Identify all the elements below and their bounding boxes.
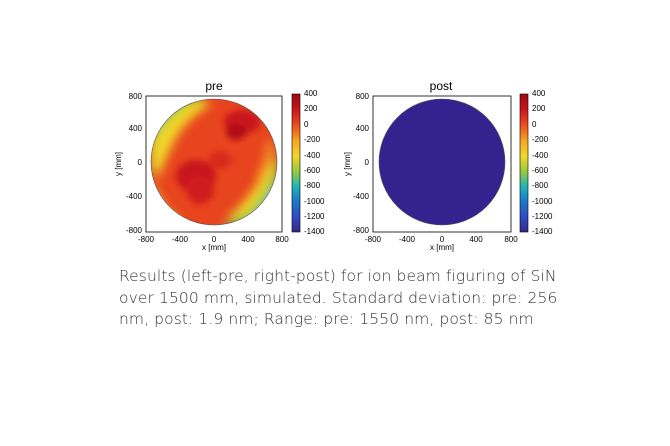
pre-colorbar-tick-label: -800 [304, 181, 321, 190]
post-surface-map [378, 98, 506, 226]
post-colorbar-ticks: 400 200 0 -200 -400 -600 -800 -1000 -120… [532, 89, 553, 236]
pre-surface-map [151, 99, 277, 225]
pre-aperture [150, 98, 278, 226]
pre-colorbar-tick-label: 200 [304, 104, 318, 113]
post-colorbar-tick-label: -800 [532, 181, 549, 190]
post-y-tick-label: 400 [356, 124, 370, 133]
post-x-axis-label: x [mm] [430, 243, 454, 252]
pre-colorbar-tick-label: -400 [304, 151, 321, 160]
post-colorbar-tick-label: 200 [532, 104, 546, 113]
pre-chart-title: pre [205, 79, 223, 93]
post-colorbar-tick-label: 400 [532, 89, 546, 98]
post-y-tick-label: -800 [353, 226, 370, 235]
pre-y-tick-label: 800 [129, 92, 143, 101]
pre-colorbar-tick-label: -600 [304, 166, 321, 175]
post-colorbar-tick-label: -1400 [532, 227, 553, 236]
pre-x-tick-label: -800 [138, 235, 155, 244]
post-colorbar [519, 93, 529, 233]
pre-x-tick-label: 800 [275, 235, 289, 244]
post-colorbar-tick-label: -400 [532, 151, 549, 160]
post-colorbar-tick-label: 0 [532, 120, 537, 129]
pre-x-tick-label: 0 [212, 235, 217, 244]
pre-colorbar-ticks: 400 200 0 -200 -400 -600 -800 -1000 -120… [304, 89, 325, 236]
post-colorbar-tick-label: -1200 [532, 212, 553, 221]
pre-y-axis: 800 400 0 -400 -800 [126, 92, 143, 235]
post-x-tick-label: 400 [469, 235, 483, 244]
post-y-axis-label: y [mm] [343, 152, 352, 176]
pre-x-tick-label: 400 [241, 235, 255, 244]
pre-x-tick-label: -400 [172, 235, 189, 244]
post-y-tick-label: 0 [365, 158, 370, 167]
post-colorbar-tick-label: -200 [532, 135, 549, 144]
post-x-tick-label: -400 [399, 235, 416, 244]
pre-y-tick-label: 0 [138, 158, 143, 167]
post-chart: post 800 400 0 -400 -800 -800 -400 0 400… [343, 79, 553, 252]
post-x-tick-label: 800 [504, 235, 518, 244]
pre-colorbar-tick-label: -200 [304, 135, 321, 144]
post-x-tick-label: 0 [440, 235, 445, 244]
post-colorbar-tick-label: -1000 [532, 197, 553, 206]
figure: pre [114, 79, 553, 252]
pre-chart: pre [114, 79, 325, 252]
post-x-axis: -800 -400 0 400 800 [365, 235, 518, 244]
pre-plot-frame [145, 95, 283, 233]
pre-colorbar-tick-label: -1400 [304, 227, 325, 236]
post-chart-title: post [430, 79, 453, 93]
pre-colorbar-tick-label: 0 [304, 120, 309, 129]
pre-y-tick-label: 400 [129, 124, 143, 133]
pre-colorbar-tick-label: -1200 [304, 212, 325, 221]
pre-x-axis: -800 -400 0 400 800 [138, 235, 289, 244]
post-colorbar-tick-label: -600 [532, 166, 549, 175]
pre-y-axis-label: y [mm] [114, 152, 123, 176]
figure-caption: Results (left-pre, right-post) for ion b… [119, 267, 558, 328]
pre-y-tick-label: -400 [126, 192, 143, 201]
pre-y-tick-label: -800 [126, 226, 143, 235]
pre-colorbar-tick-label: -1000 [304, 197, 325, 206]
pre-colorbar [291, 93, 301, 233]
post-y-tick-label: 800 [356, 92, 370, 101]
post-x-tick-label: -800 [365, 235, 382, 244]
pre-colorbar-tick-label: 400 [304, 89, 318, 98]
pre-x-axis-label: x [mm] [202, 243, 226, 252]
post-y-axis: 800 400 0 -400 -800 [353, 92, 370, 235]
post-plot-frame [372, 95, 512, 233]
post-y-tick-label: -400 [353, 192, 370, 201]
